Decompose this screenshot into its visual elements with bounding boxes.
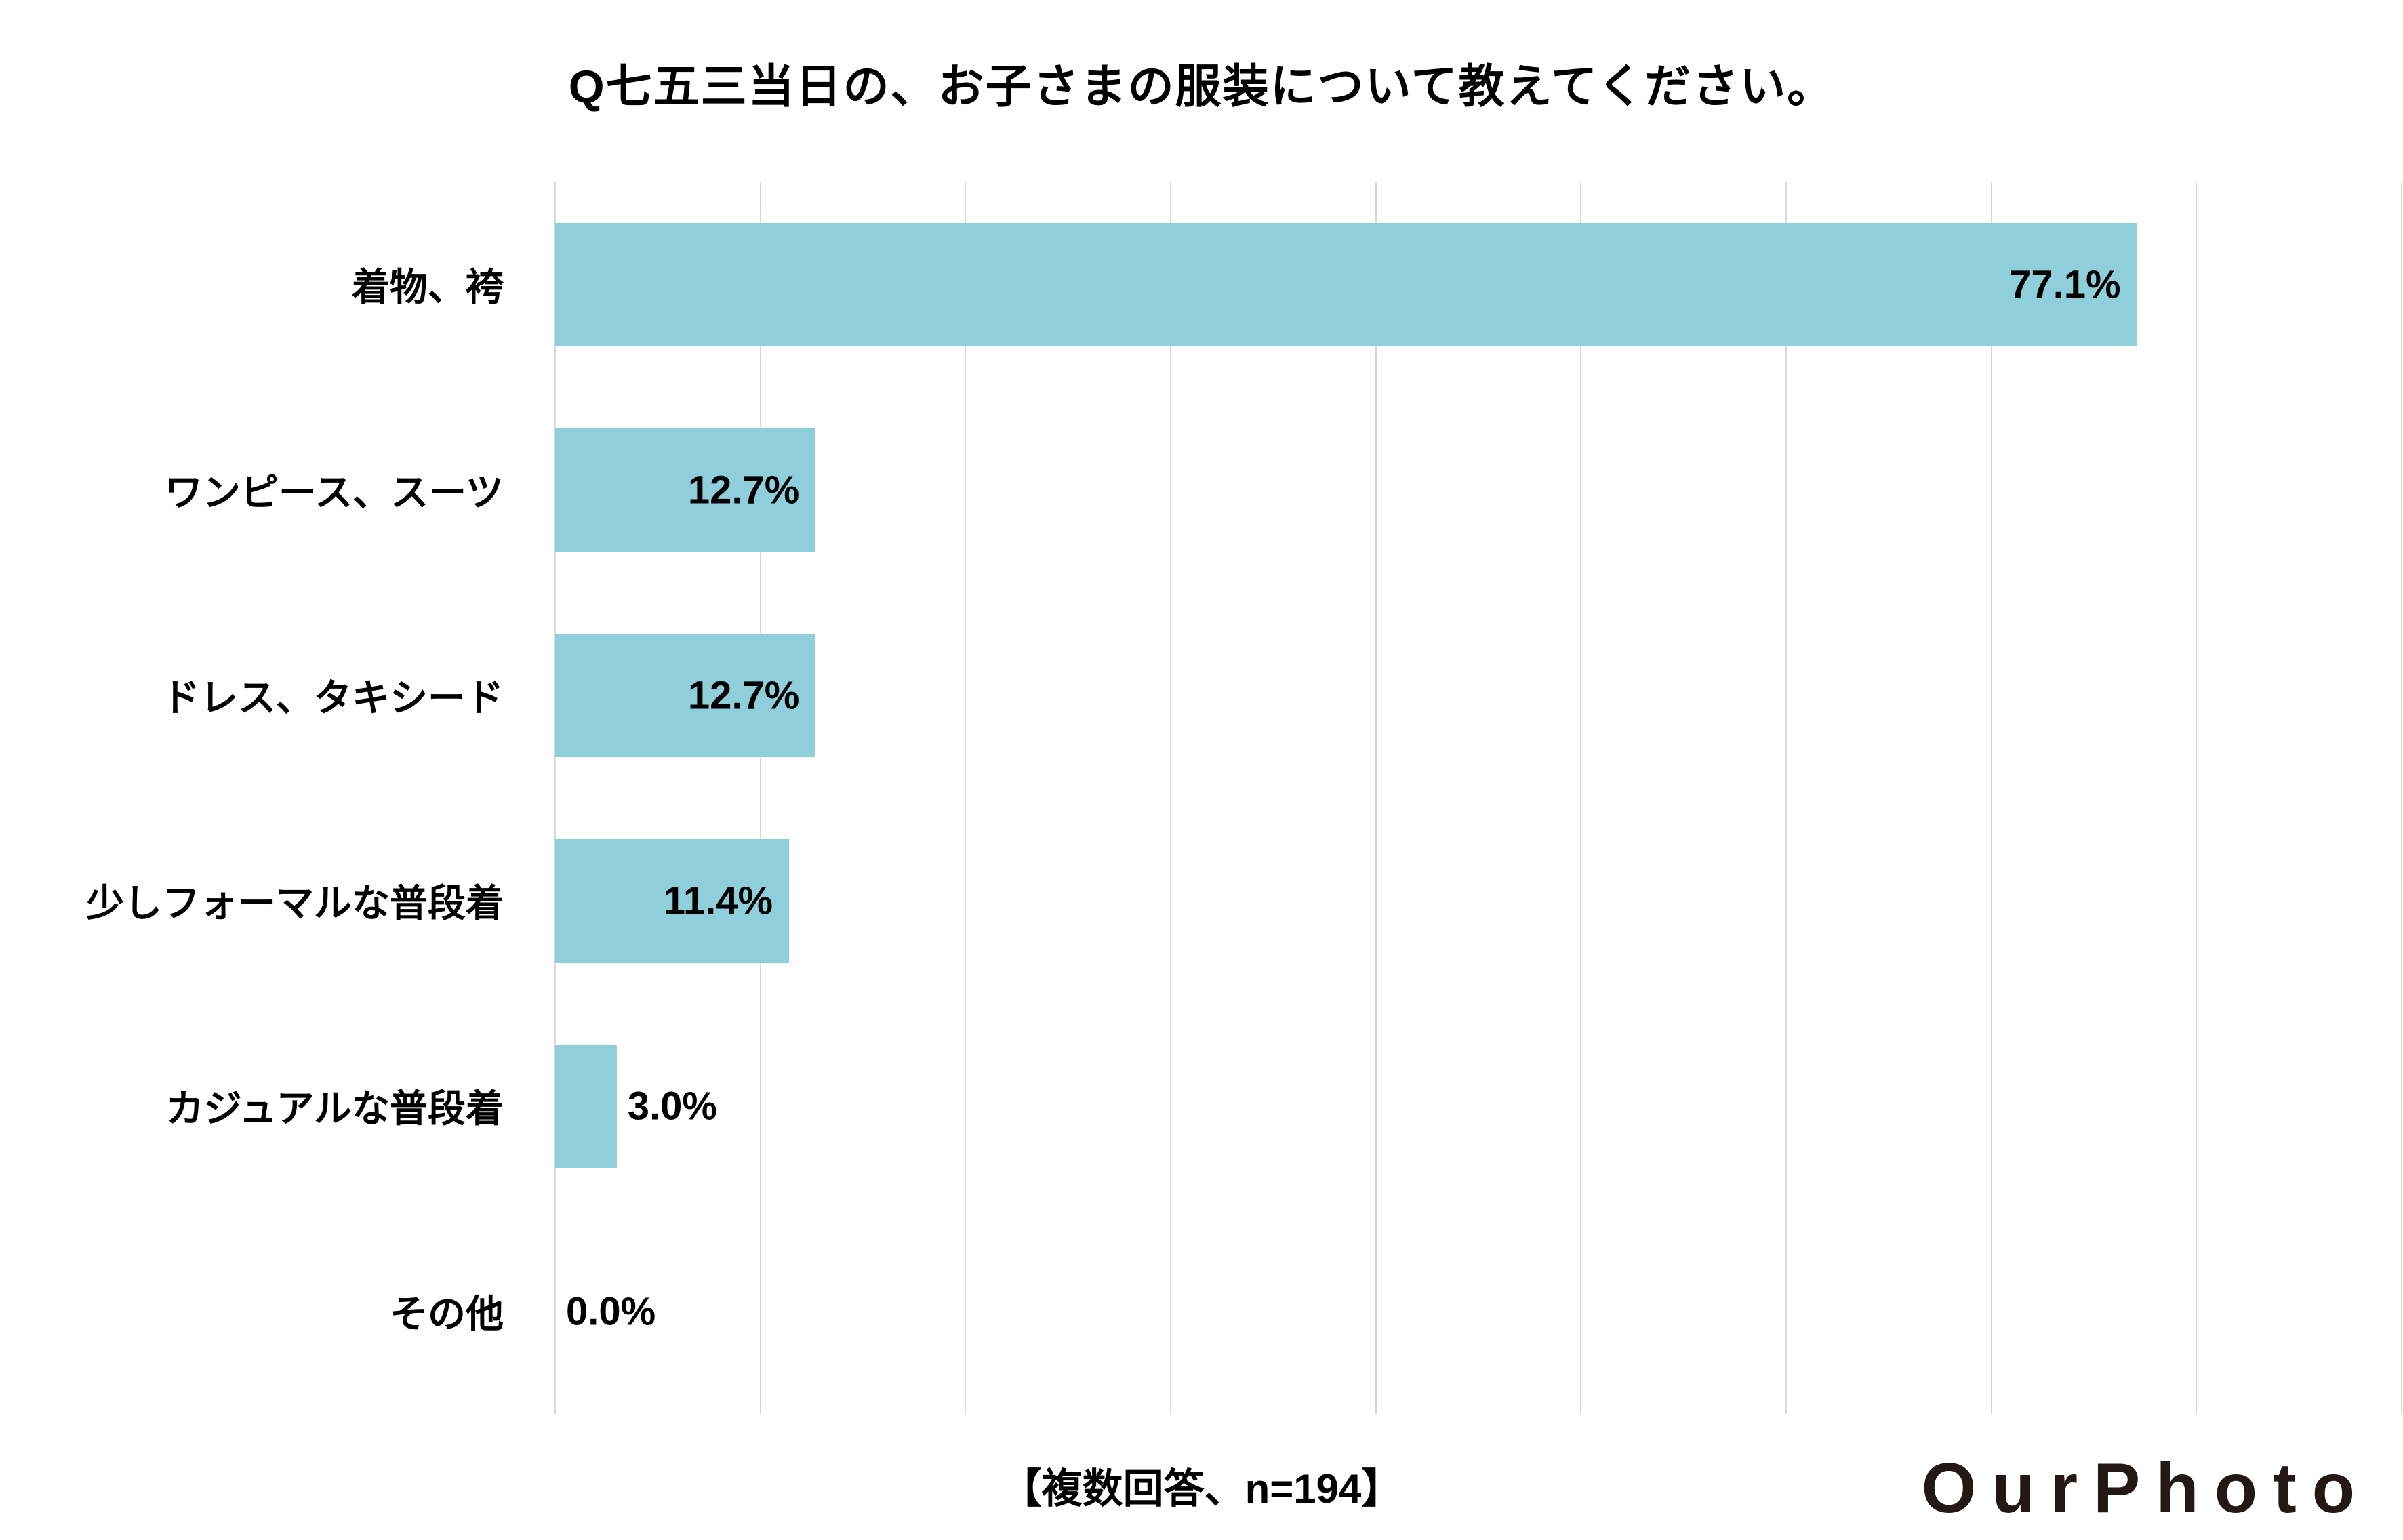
- bar: [555, 838, 790, 963]
- value-label: 0.0%: [566, 1289, 656, 1333]
- gridline: [2196, 182, 2198, 1414]
- bar-track: 11.4%: [555, 798, 2402, 1003]
- bar: [555, 1044, 617, 1168]
- bar-rows: 着物、袴 77.1% ワンピース、スーツ 12.7% ドレス、タキシード 12.…: [0, 182, 2403, 1414]
- bar-row: ドレス、タキシード 12.7%: [0, 592, 2403, 798]
- ourphoto-logo: OurPhoto: [1921, 1449, 2370, 1528]
- bar: [555, 428, 816, 552]
- gridline: [2401, 182, 2402, 1414]
- gridline: [554, 182, 556, 1414]
- chart-title: Q七五三当日の、お子さまの服装について教えてください。: [568, 61, 1835, 113]
- category-label: ドレス、タキシード: [162, 676, 504, 719]
- bar-track: 77.1%: [555, 182, 2402, 387]
- category-label: 着物、袴: [352, 266, 504, 308]
- gridline: [1785, 182, 1787, 1414]
- category-label: その他: [390, 1293, 504, 1335]
- category-label: 少しフォーマルな普段着: [86, 882, 504, 925]
- bar-row: ワンピース、スーツ 12.7%: [0, 387, 2403, 592]
- bar-track: 12.7%: [555, 387, 2402, 592]
- bar: [555, 633, 816, 757]
- bar: [555, 222, 2137, 346]
- bar-row: カジュアルな普段着 3.0%: [0, 1003, 2403, 1209]
- category-label: カジュアルな普段着: [165, 1087, 504, 1130]
- bar-track: 3.0%: [555, 1003, 2402, 1209]
- gridline: [759, 182, 761, 1414]
- bar-track: 0.0%: [555, 1209, 2402, 1414]
- value-label: 11.4%: [663, 878, 773, 923]
- gridline: [1990, 182, 1992, 1414]
- bar-row: 着物、袴 77.1%: [0, 182, 2403, 387]
- value-label: 3.0%: [627, 1084, 717, 1128]
- bar-row: 少しフォーマルな普段着 11.4%: [0, 798, 2403, 1003]
- category-label: ワンピース、スーツ: [164, 471, 504, 514]
- value-label: 12.7%: [687, 468, 800, 512]
- gridline: [1169, 182, 1171, 1414]
- bar-row: その他 0.0%: [0, 1209, 2403, 1414]
- value-label: 77.1%: [2009, 262, 2121, 306]
- bar-chart: 着物、袴 77.1% ワンピース、スーツ 12.7% ドレス、タキシード 12.…: [0, 182, 2403, 1414]
- gridline: [1580, 182, 1582, 1414]
- value-label: 12.7%: [687, 673, 800, 717]
- survey-note: 【複数回答、n=194】: [1001, 1466, 1402, 1512]
- gridline: [1375, 182, 1377, 1414]
- bar-track: 12.7%: [555, 592, 2402, 798]
- gridline: [965, 182, 967, 1414]
- gridlines: [554, 182, 2402, 1414]
